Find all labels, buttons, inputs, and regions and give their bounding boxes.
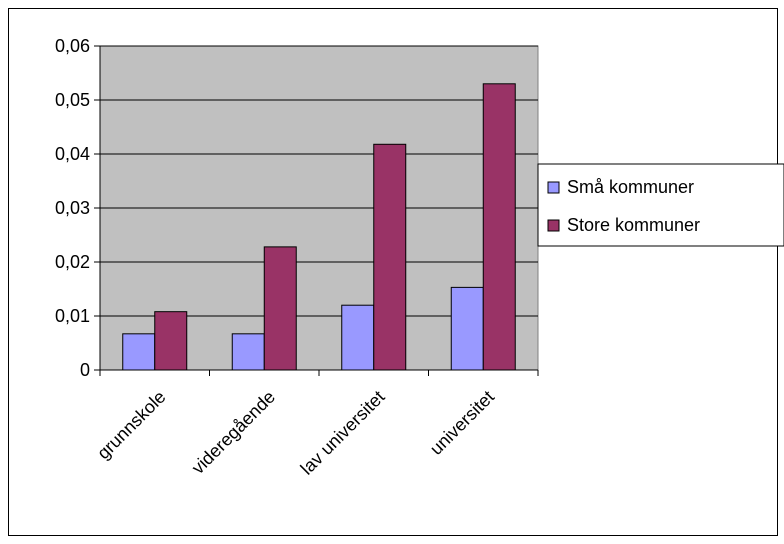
bar-small-municipalities: [122, 333, 156, 371]
x-tick-label: lav universitet: [297, 387, 389, 479]
bar-large-municipalities: [154, 311, 188, 371]
x-axis-ticks: grunnskole videregående lav universitet uni…: [93, 370, 539, 479]
legend-label-small-municipalities: Små kommuner: [567, 177, 694, 197]
legend-label-large-municipalities: Store kommuner: [567, 215, 700, 235]
legend-swatch-large-municipalities: [547, 219, 560, 232]
y-tick-label: 0,03: [55, 198, 90, 218]
bars: [122, 83, 516, 371]
bar-large-municipalities: [482, 83, 516, 371]
y-tick-label: 0,01: [55, 306, 90, 326]
y-axis-ticks: 0 0,01 0,02 0,03 0,04 0,05 0,06: [55, 36, 100, 380]
x-tick-label: universitet: [426, 387, 498, 459]
legend-swatch-small-municipalities: [547, 181, 560, 194]
x-tick-label: videregående: [188, 387, 279, 478]
x-tick-label: grunnskole: [93, 387, 169, 463]
bar-small-municipalities: [450, 286, 484, 371]
y-tick-label: 0,06: [55, 36, 90, 56]
y-tick-label: 0,05: [55, 90, 90, 110]
legend: Små kommuner Store kommuner: [537, 163, 784, 247]
bar-large-municipalities: [373, 143, 407, 371]
legend-box: [537, 163, 784, 247]
y-tick-label: 0,04: [55, 144, 90, 164]
y-tick-label: 0: [80, 360, 90, 380]
bar-small-municipalities: [341, 304, 375, 371]
y-tick-label: 0,02: [55, 252, 90, 272]
bar-small-municipalities: [231, 333, 265, 371]
bar-large-municipalities: [263, 246, 297, 371]
